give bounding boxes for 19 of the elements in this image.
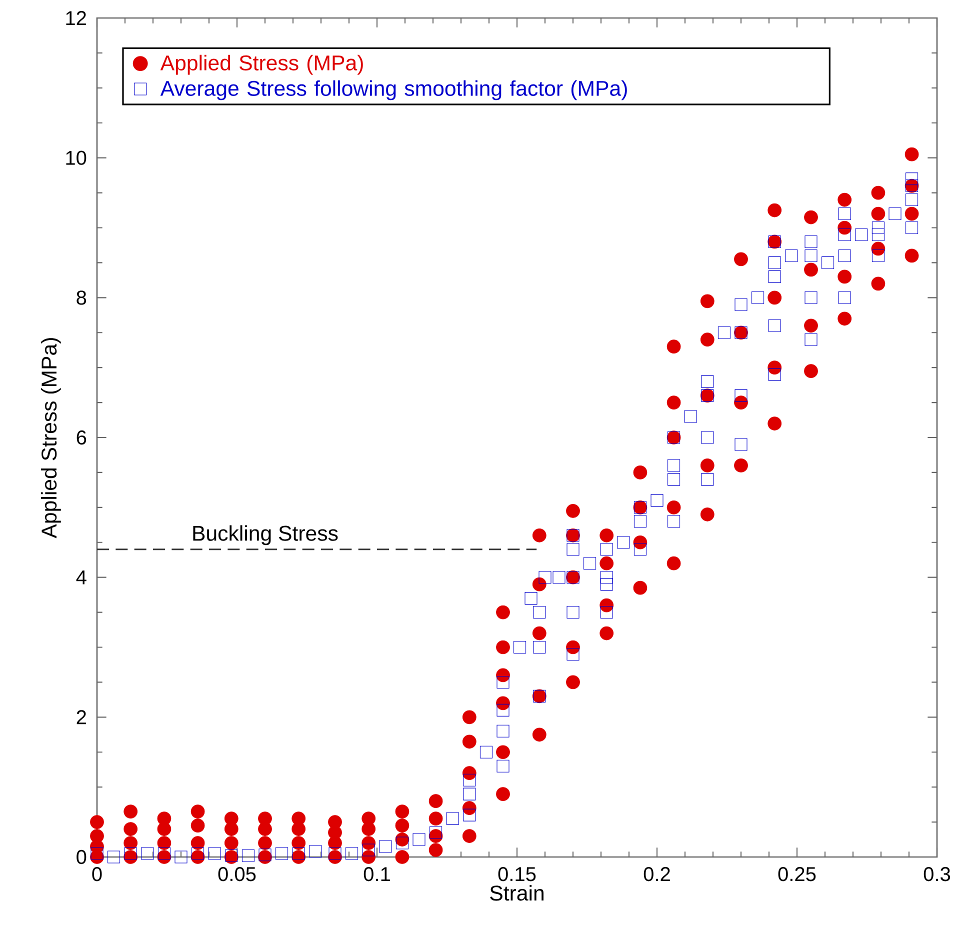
y-tick-label: 12: [66, 11, 86, 25]
legend-label: Average Stress following smoothing factor (MPa): [160, 80, 627, 100]
y-tick-label: 4: [76, 570, 86, 584]
x-tick-label: 0.1: [364, 867, 390, 882]
x-tick-label: 0.15: [498, 867, 536, 882]
y-tick-label: 0: [76, 850, 86, 864]
x-tick-label: 0.25: [778, 867, 816, 882]
x-tick-label: 0.05: [218, 867, 256, 882]
x-tick-label: 0.2: [644, 867, 670, 882]
annotation: Buckling Stress: [193, 525, 338, 546]
y-axis-title: Applied Stress (MPa): [41, 338, 61, 538]
y-tick-label: 10: [66, 150, 86, 165]
x-tick-label: 0: [92, 867, 102, 882]
legend-label: Applied Stress (MPa): [160, 54, 363, 75]
x-tick-label: 0.3: [924, 867, 950, 882]
y-tick-label: 8: [76, 290, 86, 305]
y-tick-label: 6: [76, 430, 86, 445]
y-tick-label: 2: [76, 710, 86, 724]
x-axis-title: Strain: [490, 885, 544, 901]
